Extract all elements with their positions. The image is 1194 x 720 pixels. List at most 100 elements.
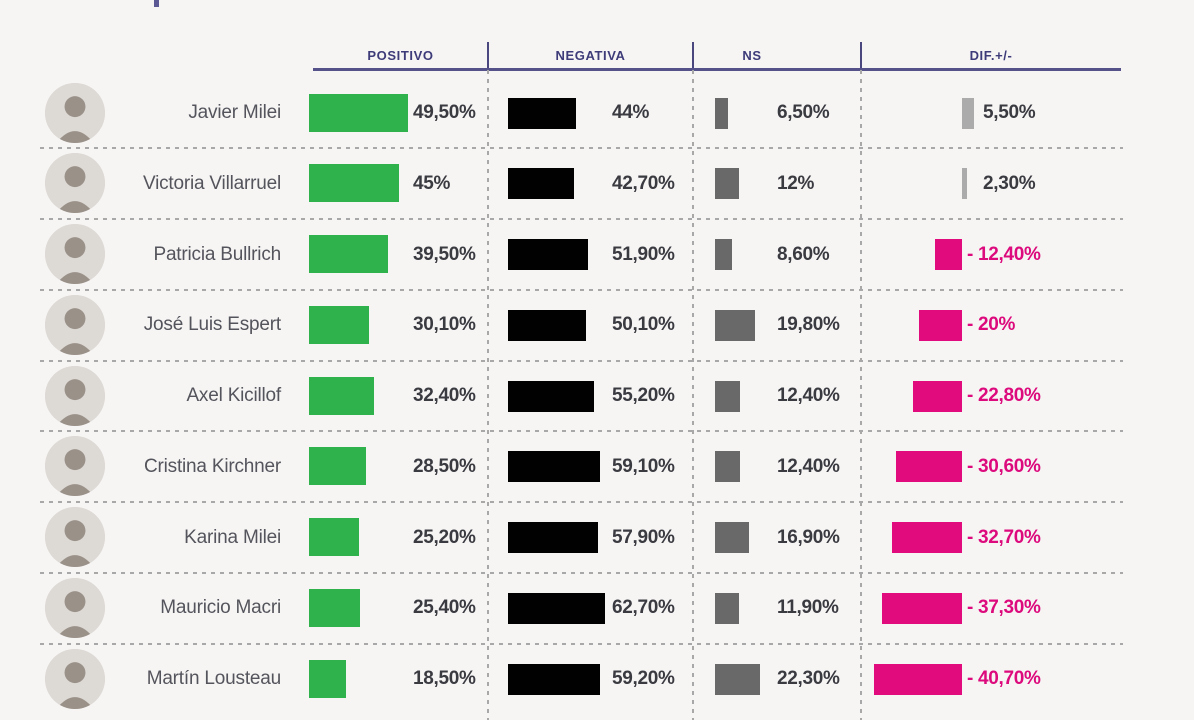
ns-bar — [715, 380, 740, 412]
negativa-bar — [508, 592, 606, 624]
person-icon — [45, 577, 105, 638]
negativa-bar — [508, 168, 575, 200]
ns-value: 6,50% — [777, 102, 830, 123]
negativa-value: 62,70% — [612, 597, 675, 619]
ns-value: 12% — [777, 172, 815, 194]
dif-bar — [919, 309, 962, 341]
column-header-positivo: POSITIVO — [367, 47, 434, 63]
negativa-bar — [508, 97, 577, 129]
column-divider-dashed — [487, 70, 489, 720]
header-underline — [313, 68, 1121, 71]
positivo-bar — [309, 235, 388, 273]
header-divider-tick — [487, 42, 489, 69]
negativa-bar — [508, 663, 600, 695]
person-icon — [45, 507, 105, 567]
dif-bar — [881, 592, 962, 624]
avatar — [45, 224, 105, 284]
dif-bar — [891, 522, 962, 553]
dif-value: 2,30% — [983, 172, 1036, 194]
positivo-value: 32,40% — [413, 385, 476, 406]
cropped-title-fragment — [154, 0, 159, 7]
person-name: Karina Milei — [184, 526, 281, 548]
avatar — [45, 153, 105, 214]
positivo-bar — [309, 659, 346, 698]
table-row: Karina Milei 25,20% 57,90% 16,90% - 32,7… — [0, 501, 1194, 573]
person-name: Cristina Kirchner — [143, 455, 281, 477]
table-row: Mauricio Macri 25,40% 62,70% 11,90% - 37… — [0, 571, 1194, 644]
dif-value: - 30,60% — [967, 455, 1041, 477]
person-name: Victoria Villarruel — [142, 172, 281, 194]
dif-value: - 32,70% — [967, 526, 1041, 548]
table-row: Cristina Kirchner 28,50% 59,10% 12,40% -… — [0, 430, 1194, 502]
dif-value: - 37,30% — [967, 597, 1041, 619]
avatar — [45, 577, 105, 638]
person-name: Patricia Bullrich — [153, 243, 281, 265]
positivo-bar — [309, 588, 360, 627]
positivo-bar — [309, 376, 374, 415]
column-divider-dashed — [692, 70, 694, 720]
table-row: Martín Lousteau 18,50% 59,20% 22,30% - 4… — [0, 642, 1194, 715]
person-icon — [45, 82, 105, 143]
person-icon — [45, 365, 105, 426]
negativa-value: 44% — [612, 102, 650, 123]
ns-value: 12,40% — [777, 385, 840, 406]
positivo-value: 28,50% — [413, 455, 476, 477]
dif-value: - 20% — [967, 314, 1016, 336]
negativa-value: 50,10% — [612, 314, 675, 336]
dif-value: - 40,70% — [967, 668, 1041, 689]
negativa-bar — [508, 380, 594, 412]
positivo-value: 25,20% — [413, 526, 476, 548]
positivo-value: 30,10% — [413, 314, 476, 336]
negativa-bar — [508, 239, 589, 270]
dif-value: - 22,80% — [967, 385, 1041, 406]
dif-bar — [962, 97, 974, 129]
ns-value: 12,40% — [777, 455, 840, 477]
person-name: Javier Milei — [188, 102, 281, 123]
ns-value: 11,90% — [777, 597, 839, 619]
negativa-value: 51,90% — [612, 243, 675, 265]
table-row: Javier Milei 49,50% 44% 6,50% 5,50% — [0, 78, 1194, 149]
ns-bar — [715, 592, 739, 624]
column-divider-dashed — [860, 70, 862, 720]
header-divider-tick — [692, 42, 694, 69]
person-icon — [45, 648, 105, 709]
table-row: Victoria Villarruel 45% 42,70% 12% 2,30% — [0, 147, 1194, 219]
avatar — [45, 507, 105, 567]
column-header-dif: DIF.+/- — [969, 47, 1013, 63]
ns-bar — [715, 97, 728, 129]
ns-bar — [715, 239, 733, 270]
person-icon — [45, 436, 105, 497]
ns-bar — [715, 168, 739, 200]
person-icon — [45, 153, 105, 214]
ns-value: 19,80% — [777, 314, 840, 336]
person-name: Axel Kicillof — [186, 385, 281, 406]
ns-value: 16,90% — [777, 526, 840, 548]
positivo-bar — [309, 518, 360, 556]
positivo-bar — [309, 447, 366, 486]
ns-value: 22,30% — [777, 668, 840, 689]
person-name: Mauricio Macri — [160, 597, 281, 619]
negativa-value: 55,20% — [612, 385, 675, 406]
positivo-value: 39,50% — [413, 243, 476, 265]
negativa-value: 59,20% — [612, 668, 675, 689]
person-name: Martín Lousteau — [146, 668, 282, 689]
header-divider-tick — [860, 42, 862, 69]
positivo-bar — [309, 305, 370, 344]
table-row: Patricia Bullrich 39,50% 51,90% 8,60% - … — [0, 218, 1194, 290]
positivo-bar — [309, 93, 408, 132]
avatar — [45, 436, 105, 497]
negativa-value: 59,10% — [612, 455, 675, 477]
column-header-negativa: NEGATIVA — [555, 47, 626, 63]
positivo-bar — [309, 164, 399, 203]
dif-bar — [962, 168, 967, 200]
ns-value: 8,60% — [777, 243, 830, 265]
positivo-value: 45% — [413, 172, 451, 194]
ns-bar — [715, 522, 749, 553]
avatar — [45, 82, 105, 143]
negativa-bar — [508, 309, 586, 341]
person-name: José Luis Espert — [143, 314, 281, 336]
negativa-value: 57,90% — [612, 526, 675, 548]
negativa-bar — [508, 451, 600, 483]
ns-bar — [715, 663, 760, 695]
negativa-bar — [508, 522, 598, 553]
